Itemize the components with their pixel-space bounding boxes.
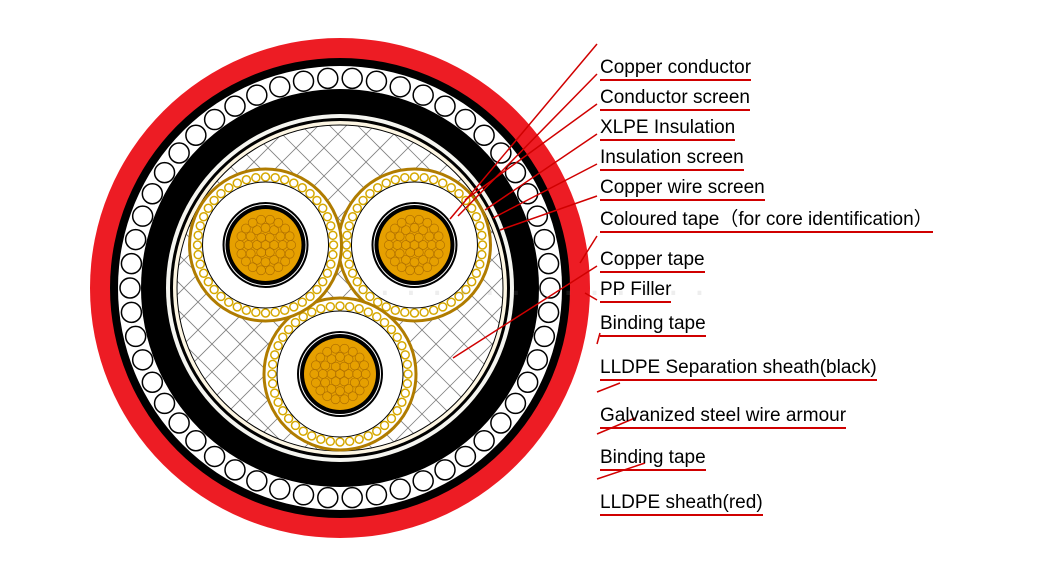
- label-text: Copper conductor: [600, 58, 751, 81]
- label-text: LLDPE sheath(red): [600, 493, 763, 516]
- label-text: Conductor screen: [600, 88, 750, 111]
- label-row: XLPE Insulation: [600, 118, 735, 141]
- label-row: LLDPE Separation sheath(black): [600, 358, 877, 381]
- label-row: Coloured tape（for core identification）: [600, 210, 933, 233]
- cable-cross-section-diagram: [90, 38, 590, 538]
- label-row: Copper tape: [600, 250, 705, 273]
- label-text: Copper wire screen: [600, 178, 765, 201]
- label-text: Coloured tape（for core identification）: [600, 210, 933, 233]
- label-text: Galvanized steel wire armour: [600, 406, 846, 429]
- page: Copper conductor Conductor screen XLPE Ins…: [0, 0, 1060, 574]
- label-text: Insulation screen: [600, 148, 744, 171]
- label-row: LLDPE sheath(red): [600, 493, 763, 516]
- label-row: Binding tape: [600, 314, 706, 337]
- label-row: PP Filler: [600, 280, 671, 303]
- label-text: Binding tape: [600, 448, 706, 471]
- label-text: LLDPE Separation sheath(black): [600, 358, 877, 381]
- label-row: Galvanized steel wire armour: [600, 406, 846, 429]
- label-row: Copper wire screen: [600, 178, 765, 201]
- label-text: Binding tape: [600, 314, 706, 337]
- label-row: Conductor screen: [600, 88, 750, 111]
- label-text: PP Filler: [600, 280, 671, 303]
- label-text: XLPE Insulation: [600, 118, 735, 141]
- label-text: Copper tape: [600, 250, 705, 273]
- label-row: Insulation screen: [600, 148, 744, 171]
- label-row: Copper conductor: [600, 58, 751, 81]
- label-row: Binding tape: [600, 448, 706, 471]
